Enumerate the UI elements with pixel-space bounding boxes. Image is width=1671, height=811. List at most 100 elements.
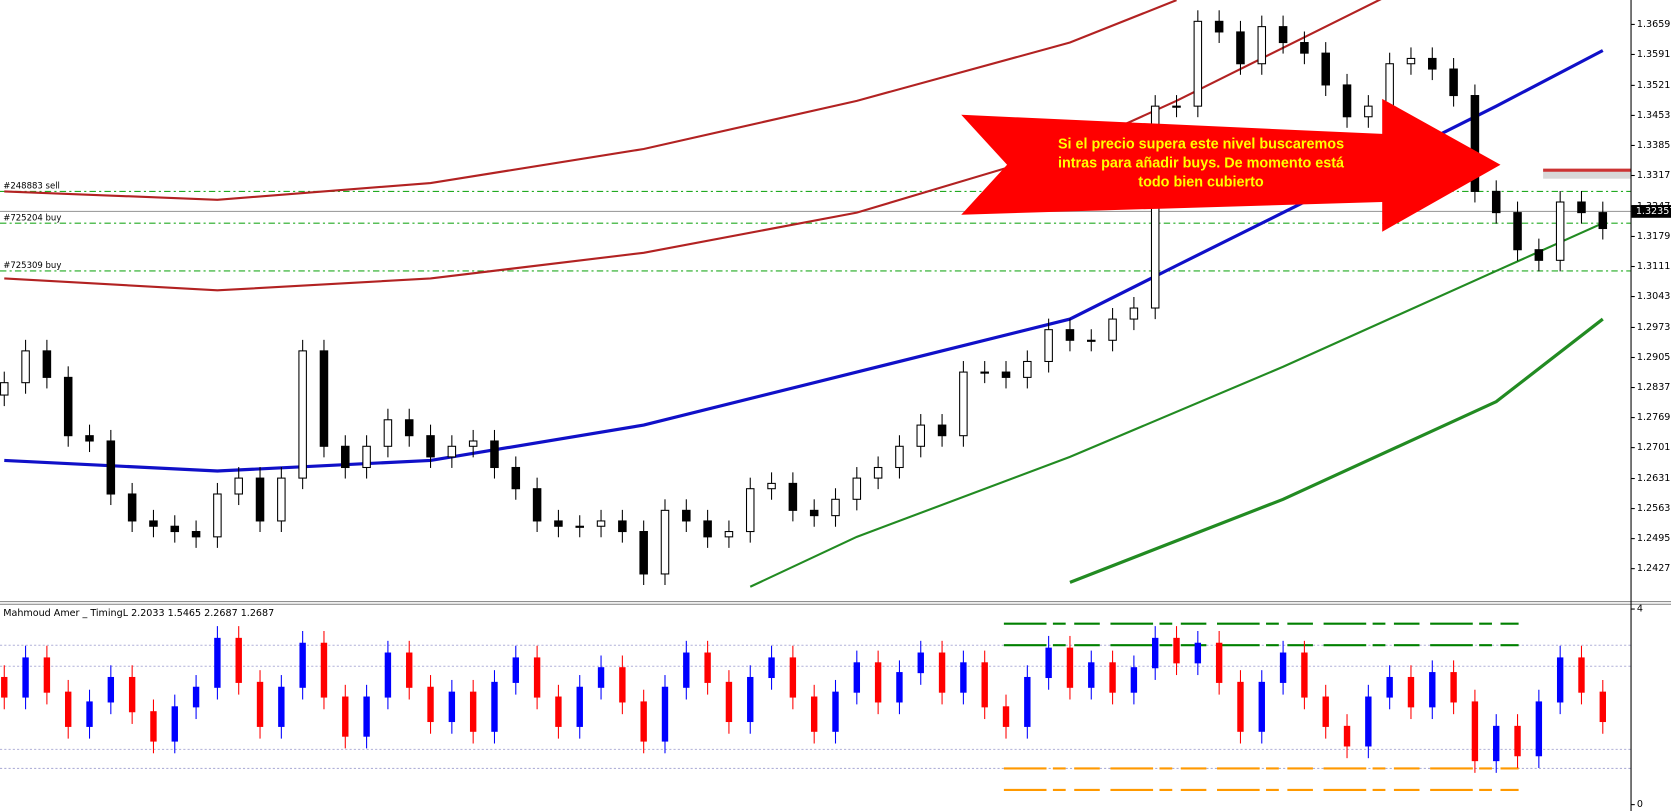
candle-body xyxy=(747,676,754,723)
candle-body xyxy=(1386,676,1393,698)
candle-body xyxy=(511,466,521,490)
candle-body xyxy=(1555,201,1565,261)
candle-body xyxy=(278,686,285,727)
candle-body xyxy=(1044,329,1053,363)
order-label: #725309 buy xyxy=(3,261,61,271)
candle-body xyxy=(853,662,861,693)
candle-body xyxy=(596,520,606,527)
candle-body xyxy=(1513,212,1522,251)
candle-body xyxy=(468,440,478,447)
candle-body xyxy=(1278,26,1288,44)
order-label: #248883 sell xyxy=(3,182,60,192)
candle-body xyxy=(1108,318,1117,341)
candle-body xyxy=(895,445,904,469)
candle-body xyxy=(1470,95,1480,192)
candle-body xyxy=(426,435,435,458)
candle-body xyxy=(1172,105,1181,108)
candle-body xyxy=(960,662,967,693)
candle-body xyxy=(532,488,542,522)
candle-body xyxy=(1001,371,1011,378)
candle-body xyxy=(937,424,947,437)
y-tick-label: 1.34530 xyxy=(1637,110,1671,121)
y-tick-label: 1.33170 xyxy=(1637,170,1671,181)
candle-body xyxy=(1087,339,1096,342)
y-tick-label: 4 xyxy=(1637,604,1643,615)
candle-body xyxy=(127,493,137,522)
candle-body xyxy=(683,652,690,688)
candle-body xyxy=(1,676,8,698)
candle-body xyxy=(1193,20,1203,107)
indicator-panel xyxy=(0,622,1631,792)
y-tick-label: 1.24270 xyxy=(1637,563,1671,574)
order-label: #725204 buy xyxy=(3,213,61,223)
candle-body xyxy=(1300,42,1309,54)
candle-body xyxy=(214,637,221,688)
candle-body xyxy=(63,376,73,437)
candle-body xyxy=(192,686,200,708)
candle-body xyxy=(43,657,51,693)
candle-body xyxy=(639,531,648,575)
candle-body xyxy=(1024,676,1031,727)
candle-body xyxy=(1109,662,1116,693)
candle-body xyxy=(725,681,733,723)
y-tick-label: 0 xyxy=(1637,799,1643,810)
candle-body xyxy=(106,440,116,495)
y-tick-label: 1.33850 xyxy=(1637,140,1671,151)
candle-body xyxy=(213,493,222,538)
candle-body xyxy=(810,696,818,732)
candle-body xyxy=(383,419,393,447)
annotation-text: Si el precio supera este nivel buscaremo… xyxy=(1058,136,1344,152)
candle-body xyxy=(1002,706,1010,727)
candle-body xyxy=(788,482,798,511)
candle-body xyxy=(1023,360,1032,378)
annotation-text: todo bien cubierto xyxy=(1138,175,1264,191)
candle-body xyxy=(1428,57,1437,70)
y-tick-label: 1.25630 xyxy=(1637,503,1671,514)
price-panel: #248883 sell #725204 buy #725309 buy Si el … xyxy=(0,0,1631,588)
annotation-arrow xyxy=(961,98,1501,232)
candle-body xyxy=(896,672,903,703)
candle-body xyxy=(22,657,29,698)
moving-average xyxy=(4,0,1382,292)
candle-body xyxy=(1342,84,1352,118)
y-tick-label: 1.31790 xyxy=(1637,231,1671,242)
candle-body xyxy=(170,525,180,533)
candle-body xyxy=(852,477,862,500)
candle-body xyxy=(682,509,691,522)
candle-body xyxy=(768,657,775,679)
candle-body xyxy=(554,520,563,527)
candle-body xyxy=(1577,201,1586,214)
candle-body xyxy=(1599,691,1606,723)
candle-body xyxy=(469,691,477,732)
candle-body xyxy=(832,691,839,732)
candle-body xyxy=(661,686,669,742)
candle-body xyxy=(341,445,350,469)
y-tick-label: 1.30430 xyxy=(1637,291,1671,302)
candle-body xyxy=(1065,329,1075,341)
candle-body xyxy=(299,642,306,688)
moving-average xyxy=(1069,317,1604,584)
candle-body xyxy=(191,531,201,538)
level-shade xyxy=(1543,170,1631,179)
current-price-label: 1.32357 xyxy=(1636,206,1671,217)
candle-body xyxy=(1279,652,1287,683)
candle-body xyxy=(235,637,242,683)
candle-body xyxy=(981,662,988,708)
y-tick-label: 1.29050 xyxy=(1637,352,1671,363)
candle-body xyxy=(65,691,72,727)
candle-body xyxy=(724,531,734,538)
candle-body xyxy=(1258,681,1265,732)
candle-body xyxy=(1343,725,1351,747)
candle-body xyxy=(277,477,286,522)
candle-body xyxy=(555,696,562,727)
candle-body xyxy=(575,525,584,528)
candle-body xyxy=(1598,212,1608,230)
candle-body xyxy=(1556,657,1564,703)
y-tick-label: 1.27690 xyxy=(1637,412,1671,423)
candle-body xyxy=(916,424,926,447)
candle-body xyxy=(789,657,797,698)
candle-body xyxy=(1088,662,1095,688)
candle-body xyxy=(362,445,371,469)
candle-body xyxy=(490,440,499,469)
candle-body xyxy=(320,642,328,698)
